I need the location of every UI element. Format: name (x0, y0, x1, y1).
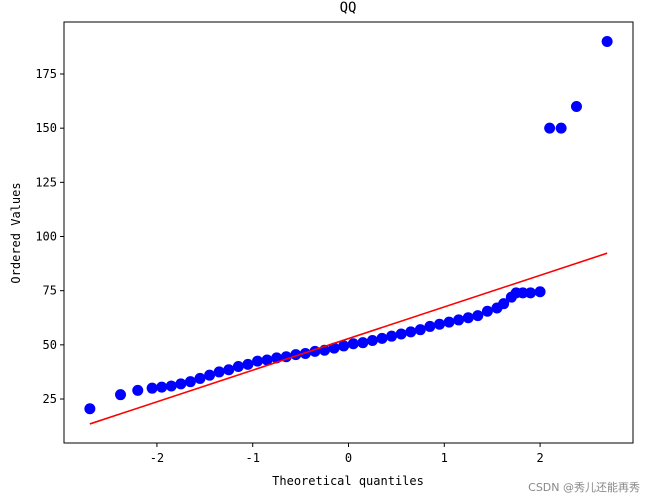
y-tick-label: 50 (43, 338, 57, 352)
point (424, 320, 436, 332)
point (194, 372, 206, 384)
point (251, 355, 263, 367)
point (525, 287, 537, 299)
x-tick-label: -1 (245, 451, 259, 465)
point (347, 338, 359, 350)
point (115, 389, 127, 401)
point (601, 36, 613, 48)
x-axis-label: Theoretical quantiles (272, 474, 424, 488)
point (357, 337, 369, 349)
watermark: CSDN @秀儿还能再秀 (528, 480, 640, 494)
point (242, 358, 254, 370)
point (481, 305, 493, 317)
point (223, 364, 235, 376)
x-tick-label: 0 (345, 451, 352, 465)
point (261, 354, 273, 366)
y-tick-label: 100 (35, 230, 57, 244)
x-tick-label: -2 (150, 451, 164, 465)
point (338, 340, 350, 352)
point (395, 328, 407, 340)
fit-line (89, 252, 608, 425)
y-tick-label: 125 (35, 175, 57, 189)
plot-frame (63, 21, 634, 444)
y-tick-label: 150 (35, 121, 57, 135)
x-tick-label: 2 (536, 451, 543, 465)
point (165, 380, 177, 392)
point (544, 122, 556, 134)
point (443, 316, 455, 328)
x-tick-label: 1 (441, 451, 448, 465)
y-tick-label: 175 (35, 67, 57, 81)
point (462, 312, 474, 324)
point (386, 330, 398, 342)
y-axis-label: Ordered Values (9, 182, 23, 283)
point (434, 318, 446, 330)
point (84, 403, 96, 415)
point (376, 332, 388, 344)
point (453, 314, 465, 326)
point (414, 324, 426, 336)
point (213, 366, 225, 378)
point (328, 342, 340, 354)
point (146, 382, 158, 394)
point (184, 376, 196, 388)
point (132, 384, 144, 396)
point (517, 287, 529, 299)
point (204, 369, 216, 381)
point (498, 298, 510, 310)
y-tick-label: 25 (43, 392, 57, 406)
point (472, 310, 484, 322)
y-tick-label: 75 (43, 284, 57, 298)
point (534, 286, 546, 298)
chart-title: QQ (340, 0, 357, 16)
point (156, 381, 168, 393)
point (570, 101, 582, 113)
point (405, 326, 417, 338)
point (366, 335, 378, 347)
point (555, 122, 567, 134)
point (232, 361, 244, 373)
point (175, 378, 187, 390)
